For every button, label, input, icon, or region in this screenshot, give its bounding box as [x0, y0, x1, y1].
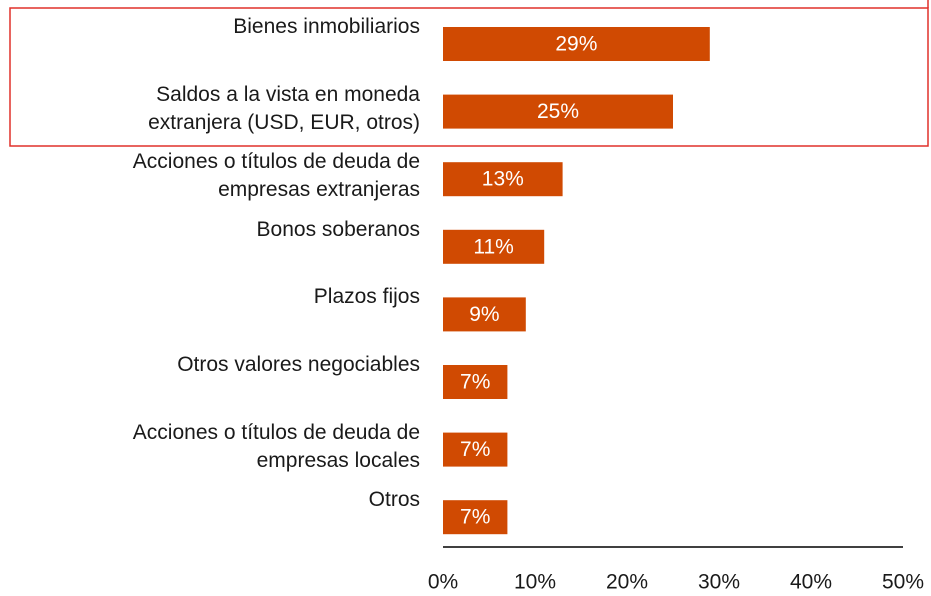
value-label: 9%	[469, 303, 499, 326]
category-label: Bienes inmobiliarios	[233, 15, 420, 38]
x-tick-label: 10%	[514, 571, 556, 594]
category-label: Bonos soberanos	[256, 217, 420, 241]
bar	[443, 229, 545, 264]
value-label: 7%	[460, 506, 490, 529]
x-tick-label: 0%	[428, 571, 458, 594]
x-tick-label: 40%	[790, 571, 832, 594]
value-label: 29%	[555, 33, 597, 56]
bar	[443, 297, 526, 332]
x-tick-label: 30%	[698, 571, 740, 594]
bar	[443, 162, 563, 197]
category-label: Plazos fijos	[313, 285, 420, 309]
value-label: 7%	[460, 371, 490, 394]
category-label: Saldos a la vista en moneda extranjera (…	[148, 82, 420, 134]
category-label: Acciones o títulos de deuda de empresas …	[132, 150, 420, 202]
category-label: Otros	[368, 488, 420, 512]
bar	[443, 365, 508, 399]
bar	[443, 432, 508, 467]
bar	[443, 27, 710, 61]
value-label: 25%	[537, 100, 579, 123]
highlight-box	[9, 7, 929, 147]
x-tick-label: 50%	[882, 571, 924, 594]
bar	[443, 94, 673, 129]
category-label: Acciones o títulos de deuda de empresas …	[132, 420, 420, 472]
value-label: 11%	[473, 235, 513, 258]
value-label: 7%	[460, 438, 490, 461]
bar	[443, 500, 508, 535]
category-label: Otros valores negociables	[177, 353, 420, 376]
value-label: 13%	[482, 168, 524, 191]
x-tick-label: 20%	[606, 571, 648, 594]
